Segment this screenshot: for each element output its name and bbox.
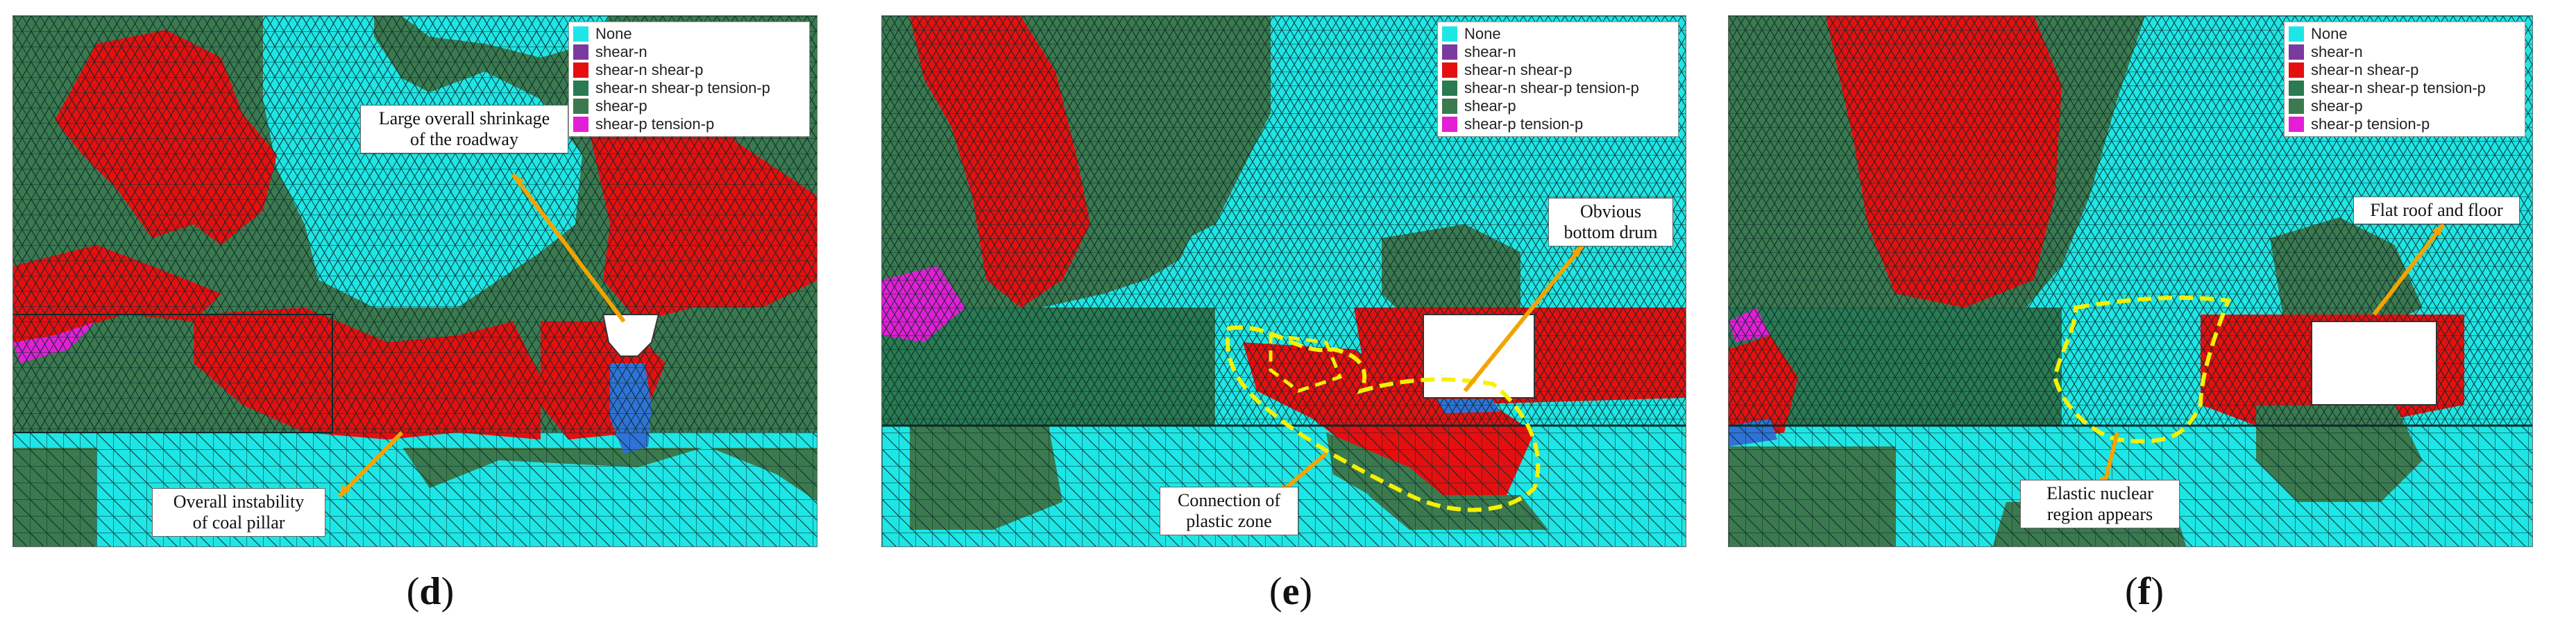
- legend-item-shear-n-shear-p-tension-p: shear-n shear-p tension-p: [573, 79, 805, 97]
- arrow-flat-roof: [2372, 223, 2446, 316]
- arrow-bottom-drum-head: [1571, 245, 1583, 257]
- legend-swatch: [1442, 62, 1457, 78]
- legend-swatch: [2289, 81, 2304, 96]
- plastic-zone-connection-outline: [1226, 325, 1541, 512]
- panel-letter: f: [2137, 570, 2151, 613]
- legend-label: None: [2311, 25, 2348, 42]
- legend-item-shear-n: shear-n: [573, 43, 805, 61]
- legend-label: shear-p tension-p: [595, 115, 715, 133]
- legend-item-shear-n-shear-p: shear-n shear-p: [573, 61, 805, 79]
- legend-swatch: [1442, 26, 1457, 42]
- panel-d: None shear-n shear-n shear-p shear-n she…: [12, 15, 817, 547]
- legend-label: None: [1464, 25, 1501, 42]
- panel-label-f: (f): [2125, 570, 2164, 613]
- arrow-shrinkage: [511, 173, 626, 323]
- legend-swatch: [1442, 117, 1457, 132]
- roadway-opening: [2311, 321, 2437, 405]
- legend-label: shear-n shear-p: [1464, 61, 1573, 78]
- roadway-opening: [602, 314, 660, 357]
- legend-label: None: [595, 25, 632, 42]
- legend-label: shear-n shear-p tension-p: [2311, 79, 2486, 97]
- legend-item-shear-n: shear-n: [2289, 43, 2520, 61]
- legend-swatch: [573, 81, 588, 96]
- arrow-shrinkage-head: [513, 174, 524, 185]
- legend-swatch: [573, 99, 588, 114]
- panel-label-d: (d): [406, 570, 455, 613]
- arrow-flat-roof-head: [2432, 224, 2443, 236]
- legend-item-shear-n-shear-p: shear-n shear-p: [2289, 61, 2520, 79]
- legend-swatch: [1442, 44, 1457, 60]
- elastic-region-outline: [2052, 295, 2232, 444]
- legend-swatch: [573, 26, 588, 42]
- legend-item-shear-p: shear-p: [573, 97, 805, 115]
- legend-item-shear-n: shear-n: [1442, 43, 1674, 61]
- legend-swatch: [573, 62, 588, 78]
- panel-e: None shear-n shear-n shear-p shear-n she…: [881, 15, 1686, 547]
- panel-label-e: (e): [1269, 570, 1313, 613]
- legend-label: shear-p: [595, 97, 647, 115]
- legend-swatch: [1442, 99, 1457, 114]
- legend-label: shear-n shear-p: [2311, 61, 2419, 78]
- legend-swatch: [2289, 99, 2304, 114]
- legend-item-shear-n-shear-p-tension-p: shear-n shear-p tension-p: [1442, 79, 1674, 97]
- legend-label: shear-n shear-p: [595, 61, 704, 78]
- legend-item-none: None: [573, 25, 805, 43]
- legend-swatch: [573, 117, 588, 132]
- legend: None shear-n shear-n shear-p shear-n she…: [2284, 22, 2525, 137]
- callout-elastic: Elastic nuclear region appears: [2020, 480, 2180, 528]
- legend: None shear-n shear-n shear-p shear-n she…: [1437, 22, 1679, 137]
- legend-swatch: [1442, 81, 1457, 96]
- legend-item-shear-p-tension-p: shear-p tension-p: [573, 115, 805, 133]
- legend-label: shear-p: [2311, 97, 2363, 115]
- legend-label: shear-n: [1464, 43, 1516, 60]
- legend-item-shear-p-tension-p: shear-p tension-p: [2289, 115, 2520, 133]
- legend-label: shear-n: [2311, 43, 2363, 60]
- legend-swatch: [2289, 26, 2304, 42]
- legend-swatch: [2289, 117, 2304, 132]
- legend-label: shear-n shear-p tension-p: [595, 79, 770, 97]
- legend: None shear-n shear-n shear-p shear-n she…: [568, 22, 810, 137]
- callout-shrinkage: Large overall shrinkage of the roadway: [360, 105, 568, 153]
- legend-item-none: None: [2289, 25, 2520, 43]
- arrow-bottom-drum: [1463, 244, 1585, 392]
- legend-label: shear-n shear-p tension-p: [1464, 79, 1639, 97]
- legend-label: shear-p tension-p: [2311, 115, 2430, 133]
- legend-swatch: [2289, 62, 2304, 78]
- legend-item-shear-n-shear-p: shear-n shear-p: [1442, 61, 1674, 79]
- arrow-pillar: [337, 430, 404, 499]
- callout-connection: Connection of plastic zone: [1160, 487, 1298, 535]
- legend-item-shear-p: shear-p: [1442, 97, 1674, 115]
- arrow-pillar-head: [339, 485, 350, 496]
- plastic-zone-map-f: [1729, 16, 2532, 546]
- legend-item-shear-p-tension-p: shear-p tension-p: [1442, 115, 1674, 133]
- panel-letter: d: [419, 570, 441, 613]
- legend-item-shear-n-shear-p-tension-p: shear-n shear-p tension-p: [2289, 79, 2520, 97]
- legend-item-none: None: [1442, 25, 1674, 43]
- callout-flat-roof: Flat roof and floor: [2353, 196, 2520, 224]
- panel-f: None shear-n shear-n shear-p shear-n she…: [1728, 15, 2533, 547]
- legend-swatch: [2289, 44, 2304, 60]
- legend-swatch: [573, 44, 588, 60]
- legend-label: shear-p: [1464, 97, 1516, 115]
- legend-item-shear-p: shear-p: [2289, 97, 2520, 115]
- coal-pillar-outline: [13, 314, 333, 433]
- callout-bottom-drum: Obvious bottom drum: [1548, 198, 1673, 246]
- legend-label: shear-n: [595, 43, 647, 60]
- plastic-zone-outline-small: [1269, 333, 1343, 393]
- legend-label: shear-p tension-p: [1464, 115, 1584, 133]
- callout-pillar: Overall instability of coal pillar: [152, 488, 325, 537]
- mesh-bottom: [13, 433, 817, 546]
- panel-letter: e: [1282, 570, 1300, 613]
